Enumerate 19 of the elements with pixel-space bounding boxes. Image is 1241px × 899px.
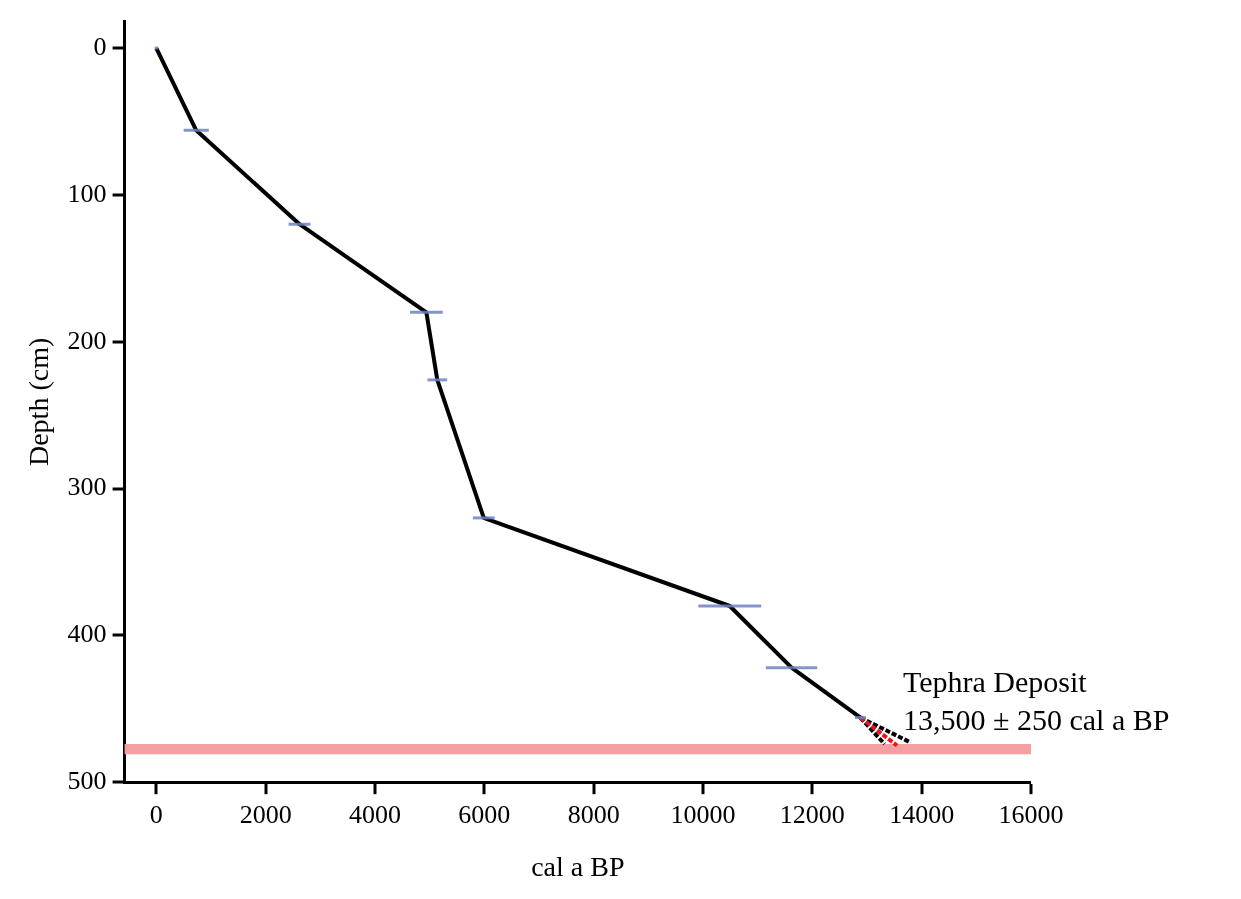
x-tick-label: 10000 (670, 799, 736, 829)
annotation: Tephra Deposit (903, 665, 1088, 699)
x-tick-label: 6000 (458, 799, 511, 829)
y-tick-label: 300 (67, 472, 107, 502)
x-axis-title: cal a BP (531, 850, 625, 882)
y-axis-title: Depth (cm) (23, 337, 55, 467)
y-tick-label: 400 (67, 619, 107, 649)
x-tick-label: 14000 (889, 799, 955, 829)
x-tick-label: 12000 (779, 799, 845, 829)
x-tick-label: 16000 (998, 799, 1064, 829)
y-tick-label: 200 (67, 325, 107, 355)
x-tick-label: 4000 (348, 799, 401, 829)
x-tick-label: 8000 (567, 799, 620, 829)
x-tick-label: 2000 (239, 799, 292, 829)
y-tick-label: 500 (67, 766, 107, 796)
x-tick-label: 0 (149, 799, 163, 829)
annotation: 13,500 ± 250 cal a BP (903, 703, 1170, 737)
y-tick-label: 100 (67, 178, 107, 208)
y-tick-label: 0 (93, 31, 107, 61)
